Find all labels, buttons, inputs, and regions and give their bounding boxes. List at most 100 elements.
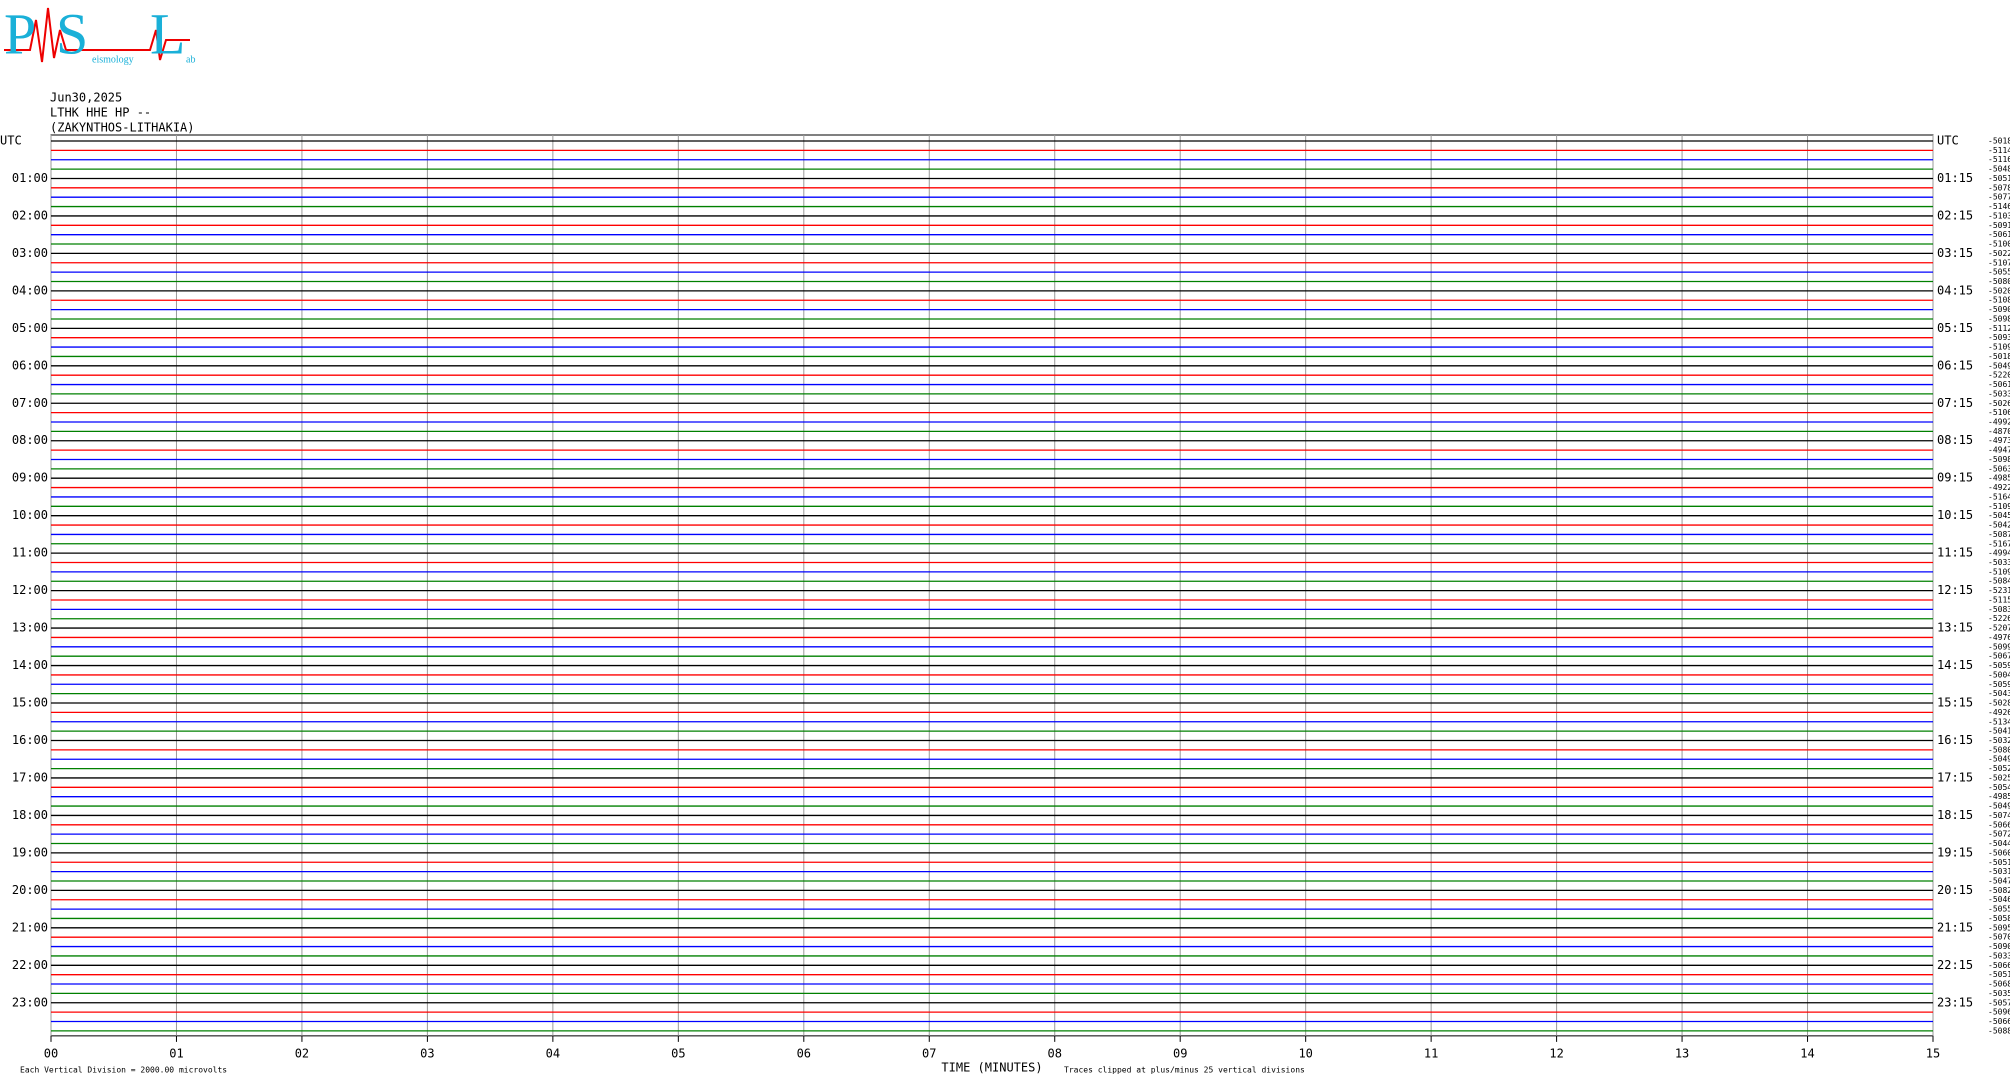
hour-label: 20:00 [12,883,48,897]
trace-label: -5226 [1988,614,2010,623]
logo-text: ab [186,54,195,65]
trace-label: -5041 [1988,727,2010,736]
trace-label: -4985 [1988,474,2010,483]
trace-label: -5098 [1988,455,2010,464]
plot-frame [50,134,1934,1037]
x-tick-label: 13 [1675,1046,1689,1060]
hour-label-right: 21:15 [1937,920,1973,934]
hour-label-right: UTC [1937,134,1959,148]
trace-label: -5058 [1988,914,2010,923]
hour-label: 08:00 [12,433,48,447]
trace-label: -5077 [1988,193,2010,202]
trace-label: -5146 [1988,202,2010,211]
trace-label: -5078 [1988,183,2010,192]
hour-label: 02:00 [12,208,48,222]
trace-label: -5055 [1988,268,2010,277]
trace-label: -5031 [1988,867,2010,876]
trace-label: -5042 [1988,521,2010,530]
trace-label: -5095 [1988,923,2010,932]
trace-label: -5108 [1988,296,2010,305]
trace-label: -5026 [1988,399,2010,408]
trace-label: -5049 [1988,755,2010,764]
hour-label: 18:00 [12,808,48,822]
trace-label: -5100 [1988,240,2010,249]
trace-label: -4973 [1988,436,2010,445]
x-tick-label: 08 [1048,1046,1062,1060]
trace-label: -4922 [1988,483,2010,492]
trace-label: -4870 [1988,427,2010,436]
x-tick-label: 10 [1298,1046,1312,1060]
trace-label: -5109 [1988,567,2010,576]
logo-letter: P [4,1,36,66]
trace-label: -5103 [1988,211,2010,220]
x-tick-label: 15 [1926,1046,1940,1060]
trace-label: -5020 [1988,286,2010,295]
hour-label-right: 15:15 [1937,696,1973,710]
logo-wave [4,7,190,63]
hour-label-right: 06:15 [1937,358,1973,372]
trace-label: -5084 [1988,577,2010,586]
hour-label-right: 05:15 [1937,321,1973,335]
trace-label: -5080 [1988,277,2010,286]
hour-label-right: 20:15 [1937,883,1973,897]
trace-label: -5098 [1988,314,2010,323]
trace-label: -5066 [1988,1017,2010,1026]
trace-label: -5025 [1988,773,2010,782]
trace-label: -4994 [1988,549,2010,558]
logo: P S L eismology ab [4,1,195,66]
hour-label-right: 17:15 [1937,770,1973,784]
trace-label: -5061 [1988,230,2010,239]
hour-label-right: 23:15 [1937,995,1973,1009]
hour-label: 11:00 [12,546,48,560]
trace-label: -5207 [1988,624,2010,633]
trace-label: -5052 [1988,764,2010,773]
x-tick-label: 12 [1549,1046,1563,1060]
x-tick-label: 00 [44,1046,58,1060]
hour-label-right: 08:15 [1937,433,1973,447]
hour-label-right: 18:15 [1937,808,1973,822]
trace-label: -5018 [1988,352,2010,361]
trace-label: -5072 [1988,830,2010,839]
trace-label: -5067 [1988,652,2010,661]
trace-label: -5070 [1988,933,2010,942]
trace-label: -5068 [1988,980,2010,989]
hour-label-right: 13:15 [1937,621,1973,635]
trace-label: -5112 [1988,324,2010,333]
hour-label-right: 16:15 [1937,733,1973,747]
trace-label: -5022 [1988,249,2010,258]
x-tick-label: 02 [295,1046,309,1060]
trace-label: -5035 [1988,989,2010,998]
hour-label-right: 12:15 [1937,583,1973,597]
hour-label: 14:00 [12,658,48,672]
trace-label: -5033 [1988,389,2010,398]
trace-label: -5033 [1988,951,2010,960]
hour-label: 22:00 [12,958,48,972]
hour-label-right: 03:15 [1937,246,1973,260]
trace-label: -5093 [1988,333,2010,342]
date: Jun30,2025 [50,91,122,105]
x-tick-label: 14 [1800,1046,1814,1060]
trace-label: -5107 [1988,258,2010,267]
trace-label: -5049 [1988,361,2010,370]
trace-label: -5018 [1988,137,2010,146]
trace-label: -4947 [1988,446,2010,455]
trace-label: -5045 [1988,511,2010,520]
trace-label: -5090 [1988,305,2010,314]
trace-label: -5096 [1988,1008,2010,1017]
trace-label: -5051 [1988,858,2010,867]
trace-label: -5049 [1988,802,2010,811]
x-tick-label: 03 [420,1046,434,1060]
trace-label: -5091 [1988,221,2010,230]
trace-label: -5055 [1988,905,2010,914]
trace-label: -4926 [1988,708,2010,717]
trace-label: -4985 [1988,792,2010,801]
hour-label: 21:00 [12,920,48,934]
hour-label: 09:00 [12,471,48,485]
trace-label: -5106 [1988,408,2010,417]
hour-label-right: 04:15 [1937,283,1973,297]
hour-label-right: 22:15 [1937,958,1973,972]
hour-label-right: 01:15 [1937,171,1973,185]
x-tick-label: 11 [1424,1046,1438,1060]
hour-label: 19:00 [12,845,48,859]
